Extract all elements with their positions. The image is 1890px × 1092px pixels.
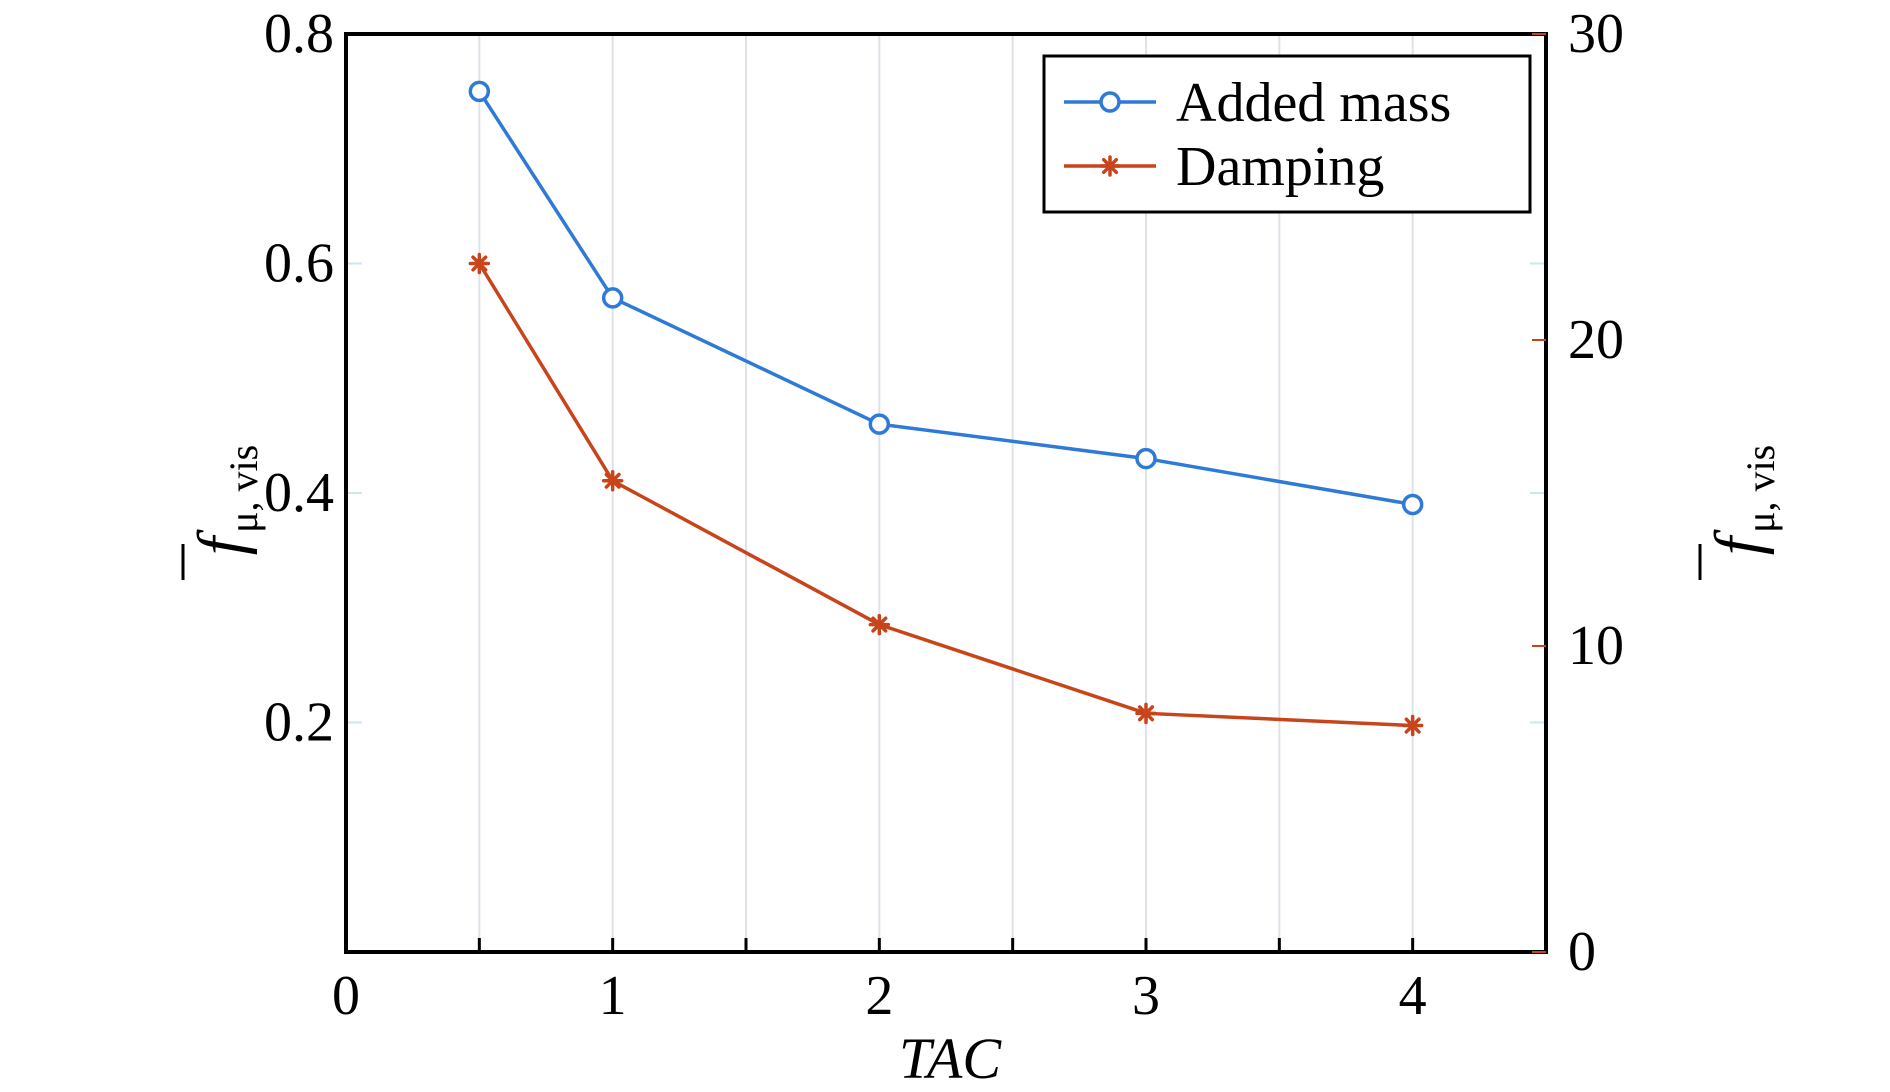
y-tick-label-left: 0.8 [264, 3, 334, 65]
y-label-right-subscript: μ, vis [1738, 445, 1783, 533]
ticks [477, 33, 1546, 953]
tick-labels: 0 1 2 3 4 0.2 0.4 0.6 0.8 0 10 20 30 [264, 3, 1624, 1027]
series-line [477, 262, 1413, 728]
data-point [868, 613, 891, 636]
data-point [1401, 714, 1424, 737]
x-tick-label: 4 [1399, 965, 1427, 1027]
series [468, 80, 1424, 737]
plot-frame [344, 32, 1548, 954]
y-tick-label-left: 0.4 [264, 462, 334, 524]
x-tick-label: 0 [332, 965, 360, 1027]
data-point [601, 287, 624, 309]
data-point [468, 252, 491, 275]
y-axis-label-right: fμ, vis [1698, 445, 1783, 580]
svg-text:fμ, vis: fμ, vis [1702, 445, 1783, 555]
legend-box [1042, 54, 1532, 214]
x-axis-label: TAC [899, 1026, 1002, 1091]
legend-label: Added mass [1176, 72, 1451, 134]
data-point [1401, 493, 1424, 516]
y-tick-label-right: 30 [1568, 3, 1624, 65]
y-axis-label-left: fμ, vis [181, 445, 266, 580]
data-point [1135, 702, 1157, 725]
legend-entry: Damping [1064, 136, 1384, 198]
legend-entry: Added mass [1064, 72, 1451, 134]
x-tick-label: 3 [1132, 965, 1160, 1027]
data-point [1135, 447, 1157, 470]
y-tick-label-right: 10 [1568, 615, 1624, 677]
y-label-left-subscript: μ, vis [221, 445, 266, 533]
legend-marker [1099, 155, 1121, 177]
legend-marker [1099, 91, 1121, 113]
y-tick-label-left: 0.2 [264, 692, 334, 754]
y-tick-label-right: 20 [1568, 309, 1624, 371]
data-point [468, 80, 491, 103]
legend-label: Damping [1176, 136, 1384, 198]
svg-text:fμ, vis: fμ, vis [185, 445, 266, 555]
y-tick-label-right: 0 [1568, 921, 1596, 983]
y-tick-label-left: 0.6 [264, 233, 334, 295]
data-point [601, 470, 624, 492]
data-point [868, 413, 891, 435]
x-tick-label: 2 [865, 965, 893, 1027]
x-tick-label: 1 [599, 965, 627, 1027]
